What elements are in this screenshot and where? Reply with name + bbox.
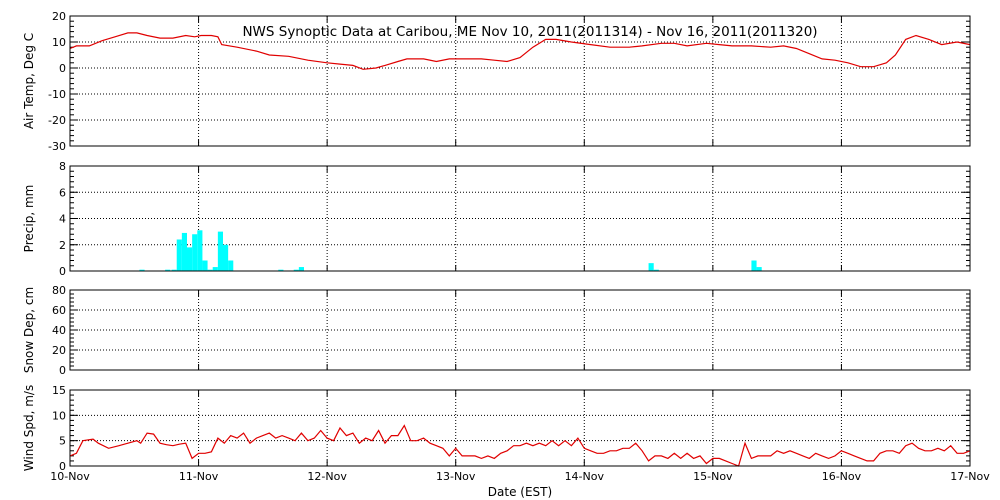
chart-panels: 20 10 0 -10 -20 -30 Air Temp, Deg C 0 2 4 6 8 Precip… bbox=[22, 10, 971, 473]
x-tick-label: 16-Nov bbox=[822, 470, 862, 483]
y-axis-label: Air Temp, Deg C bbox=[22, 33, 36, 129]
y-tick-label: 0 bbox=[59, 265, 66, 278]
y-tick-label: 6 bbox=[59, 186, 66, 199]
x-axis-label: Date (EST) bbox=[488, 485, 552, 499]
precip-bar bbox=[278, 269, 284, 271]
panel-wind_speed: 0 5 10 15 Wind Spd, m/s bbox=[22, 384, 971, 473]
precip-bar bbox=[756, 267, 762, 271]
y-tick-label: 20 bbox=[52, 344, 66, 357]
x-tick-label: 12-Nov bbox=[307, 470, 347, 483]
precip-bar bbox=[217, 231, 223, 271]
x-tick-label: 13-Nov bbox=[436, 470, 476, 483]
precip-bar bbox=[202, 260, 208, 271]
y-tick-label: 40 bbox=[52, 324, 66, 337]
precip-bar bbox=[207, 269, 213, 271]
precip-bar bbox=[751, 260, 757, 271]
x-tick-label: 14-Nov bbox=[565, 470, 605, 483]
y-axis-label: Snow Dep, cm bbox=[22, 287, 36, 373]
y-tick-label: 15 bbox=[52, 384, 66, 397]
precip-bar bbox=[181, 232, 187, 271]
y-axis-label: Wind Spd, m/s bbox=[22, 385, 36, 471]
precip-bar bbox=[228, 260, 234, 271]
precip-bar bbox=[197, 230, 203, 271]
precip-bar bbox=[176, 239, 182, 271]
precip-bar bbox=[298, 267, 304, 271]
series-line-air_temp bbox=[69, 32, 971, 70]
y-tick-label: -10 bbox=[48, 88, 66, 101]
y-tick-label: 80 bbox=[52, 284, 66, 297]
panel-frame bbox=[69, 389, 971, 467]
x-tick-label: 17-Nov bbox=[950, 470, 990, 483]
y-tick-label: 10 bbox=[52, 36, 66, 49]
panel-frame bbox=[69, 15, 971, 147]
precip-bar bbox=[171, 269, 177, 271]
panel-precip: 0 2 4 6 8 Precip, mm bbox=[22, 160, 971, 278]
panel-frame bbox=[69, 165, 971, 272]
precip-bar bbox=[139, 269, 145, 271]
y-tick-label: 4 bbox=[59, 213, 66, 226]
precip-bar bbox=[212, 267, 218, 271]
y-tick-label: 60 bbox=[52, 304, 66, 317]
y-tick-label: 5 bbox=[59, 435, 66, 448]
y-tick-label: 8 bbox=[59, 160, 66, 173]
precip-bar bbox=[187, 247, 193, 271]
precip-bar bbox=[192, 234, 198, 271]
y-tick-label: 10 bbox=[52, 409, 66, 422]
precip-bar bbox=[293, 269, 299, 271]
panel-frame bbox=[69, 289, 971, 371]
y-axis-label: Precip, mm bbox=[22, 185, 36, 253]
precip-bar bbox=[223, 244, 229, 271]
y-tick-label: 0 bbox=[59, 62, 66, 75]
y-tick-label: 0 bbox=[59, 460, 66, 473]
y-tick-label: 2 bbox=[59, 239, 66, 252]
chart-title: NWS Synoptic Data at Caribou, ME Nov 10,… bbox=[242, 24, 817, 40]
series-line-wind_speed bbox=[69, 424, 971, 467]
x-tick-label: 10-Nov bbox=[50, 470, 90, 483]
precip-bar bbox=[165, 269, 171, 271]
panel-snow_depth: 0 20 40 60 80 Snow Dep, cm bbox=[22, 284, 971, 377]
precip-bar bbox=[653, 269, 659, 271]
x-axis: 10-Nov 11-Nov 12-Nov 13-Nov 14-Nov 15-Nov 16-N… bbox=[50, 470, 990, 483]
y-tick-label: -30 bbox=[48, 140, 66, 153]
y-tick-label: 20 bbox=[52, 10, 66, 23]
x-tick-label: 11-Nov bbox=[179, 470, 219, 483]
panel-air_temp: 20 10 0 -10 -20 -30 Air Temp, Deg C bbox=[22, 10, 971, 153]
y-tick-label: 0 bbox=[59, 364, 66, 377]
precip-bar bbox=[648, 263, 654, 271]
y-tick-label: -20 bbox=[48, 114, 66, 127]
x-tick-label: 15-Nov bbox=[693, 470, 733, 483]
